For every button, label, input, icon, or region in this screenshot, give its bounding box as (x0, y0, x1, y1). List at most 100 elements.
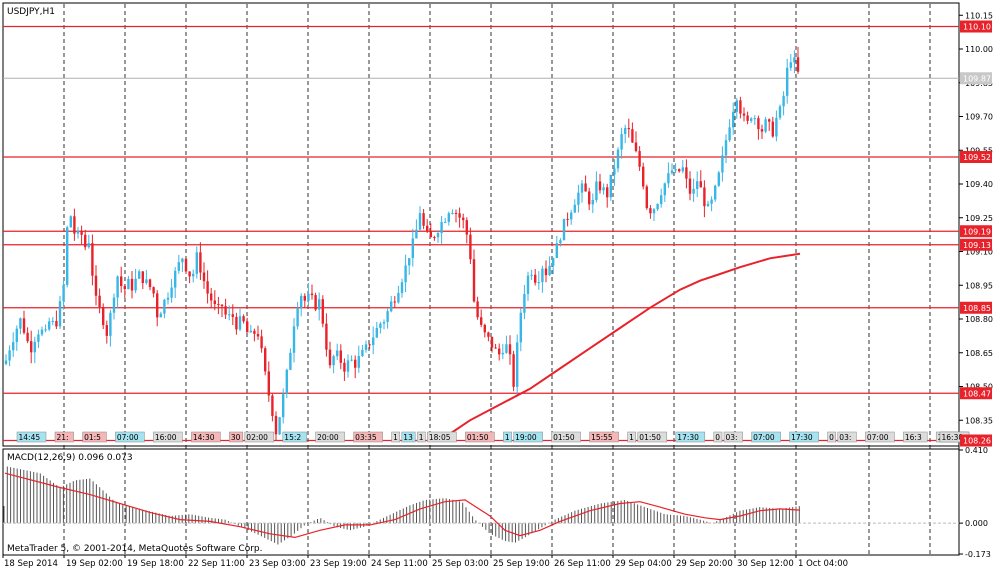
candle-body (44, 329, 47, 331)
candle-body (505, 344, 508, 353)
macd-pane[interactable] (2, 448, 960, 556)
candle-body (400, 282, 404, 293)
candle-body (246, 321, 249, 333)
candle-body (228, 314, 231, 316)
candle-body (112, 297, 116, 313)
session-markers: 14:45 21: 01:5 07:00 16:00 14:30 30 02:00 15:2 20… (16, 431, 970, 443)
price-level-tag-label: 109.52 (963, 153, 991, 162)
session-marker-box (865, 431, 895, 443)
session-marker-label: 1 (629, 433, 634, 442)
candle-body (372, 337, 375, 346)
candle-body (706, 203, 710, 207)
candle-body (616, 149, 620, 169)
candle-body (746, 115, 749, 121)
candle-body (454, 213, 458, 215)
candle-body (462, 217, 465, 221)
session-marker-label: 14:45 (19, 433, 41, 442)
candle-body (33, 341, 36, 353)
candle-body (652, 209, 656, 214)
session-marker-label: 15:55 (591, 433, 613, 442)
candle-body (40, 329, 44, 335)
candle-body (472, 259, 476, 302)
candle-body (12, 342, 15, 351)
macd-signal-line (4, 472, 801, 539)
candle-body (721, 155, 724, 173)
time-label: 30 Sep 12:00 (737, 559, 794, 569)
price-axis: 110.15110.00109.85109.70109.55109.40109.… (959, 11, 993, 447)
time-label: 24 Sep 11:00 (371, 559, 428, 569)
price-pane[interactable] (2, 2, 960, 447)
candle-body (120, 276, 123, 287)
time-label: 1 Oct 04:00 (798, 559, 848, 569)
candle-body (346, 360, 350, 372)
price-tick-label: 108.35 (965, 416, 993, 425)
session-marker-label: 02:00 (246, 433, 268, 442)
candle-body (379, 323, 382, 328)
session-marker-box (589, 431, 619, 443)
candle-body (411, 238, 414, 259)
session-marker-label: 07:00 (117, 433, 139, 442)
macd-histogram (3, 466, 800, 545)
candle-body (764, 119, 767, 132)
candle-body (656, 204, 659, 210)
candle-body (368, 344, 371, 346)
candle-body (123, 286, 126, 290)
candle-body (577, 192, 580, 205)
candle-body (156, 293, 159, 318)
candle-body (364, 344, 368, 350)
time-label: 25 Sep 03:00 (432, 559, 489, 569)
candle-body (516, 342, 519, 387)
candle-body (69, 216, 72, 228)
time-label: 22 Sep 11:00 (188, 559, 245, 569)
candle-body (267, 371, 270, 396)
candle-body (789, 62, 792, 68)
candle-body (163, 299, 166, 314)
candle-body (282, 393, 285, 418)
candle-body (48, 321, 51, 330)
candle-body (235, 316, 238, 330)
candle-body (714, 185, 717, 200)
candle-body (55, 320, 58, 327)
candle-body (534, 274, 537, 283)
candle-body (444, 221, 447, 223)
candle-body (771, 121, 774, 137)
candle-body (138, 271, 141, 279)
price-level-tag-label: 108.47 (963, 389, 991, 398)
session-marker-box (82, 431, 107, 443)
symbol-label: USDJPY,H1 (7, 7, 55, 17)
candle-body (249, 330, 252, 333)
candle-body (552, 257, 555, 266)
candle-body (260, 336, 263, 349)
candle-body (508, 344, 512, 355)
candle-body (418, 213, 422, 230)
session-marker-label: 07:00 (753, 433, 775, 442)
session-marker-box (513, 431, 543, 443)
candle-body (152, 287, 155, 294)
candle-body (710, 199, 713, 204)
session-marker-box (637, 431, 668, 443)
price-tick-label: 109.70 (965, 113, 993, 122)
candle-body (62, 284, 65, 302)
session-marker-box (675, 431, 706, 443)
candle-body (321, 299, 324, 324)
candle-body (264, 348, 267, 372)
price-level-tag-label: 108.85 (963, 304, 991, 313)
candle-body (742, 113, 746, 116)
candle-body (145, 279, 148, 284)
candle-body (354, 359, 357, 368)
candle-body (22, 318, 26, 333)
price-level-tag (960, 434, 992, 447)
candle-body (98, 295, 101, 308)
candle-body (397, 292, 400, 303)
candle-body (548, 265, 551, 276)
candle-body (202, 272, 206, 282)
candle-body (631, 129, 634, 143)
candle-body (674, 169, 677, 171)
candle-body (51, 320, 54, 322)
candle-body (30, 341, 33, 353)
candle-body (642, 166, 645, 187)
session-marker-label: 1 (419, 433, 424, 442)
candle-body (238, 316, 242, 330)
price-level-tag (960, 20, 992, 33)
